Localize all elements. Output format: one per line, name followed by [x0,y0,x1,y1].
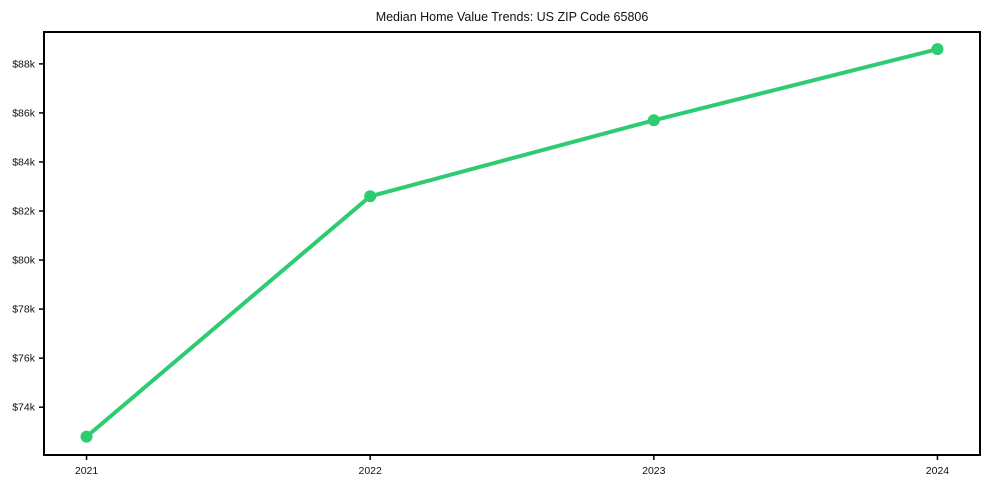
data-point-marker [80,430,93,443]
line-series [84,47,940,439]
x-tick-label: 2021 [75,465,99,477]
y-tick-label: $78k [12,304,36,316]
y-tick-label: $86k [12,107,36,119]
data-point-marker [931,43,944,56]
y-tick-label: $80k [12,255,36,267]
y-tick-label: $76k [12,353,36,365]
plot-frame [43,31,981,456]
plot-area: $74k $76k $78k $80k $82k $84k $86k $88k 2021 2022… [12,31,981,477]
data-point-marker [364,190,377,203]
y-tick-label: $82k [12,206,36,218]
y-tick-label: $74k [12,402,36,414]
x-tick-label: 2023 [642,465,666,477]
x-tick-label: 2024 [926,465,950,477]
x-tick-label: 2022 [359,465,383,477]
data-point-marker [647,114,660,127]
y-tick-label: $88k [12,58,36,70]
chart-title: Median Home Value Trends: US ZIP Code 65… [376,10,649,24]
y-tick-label: $84k [12,156,36,168]
